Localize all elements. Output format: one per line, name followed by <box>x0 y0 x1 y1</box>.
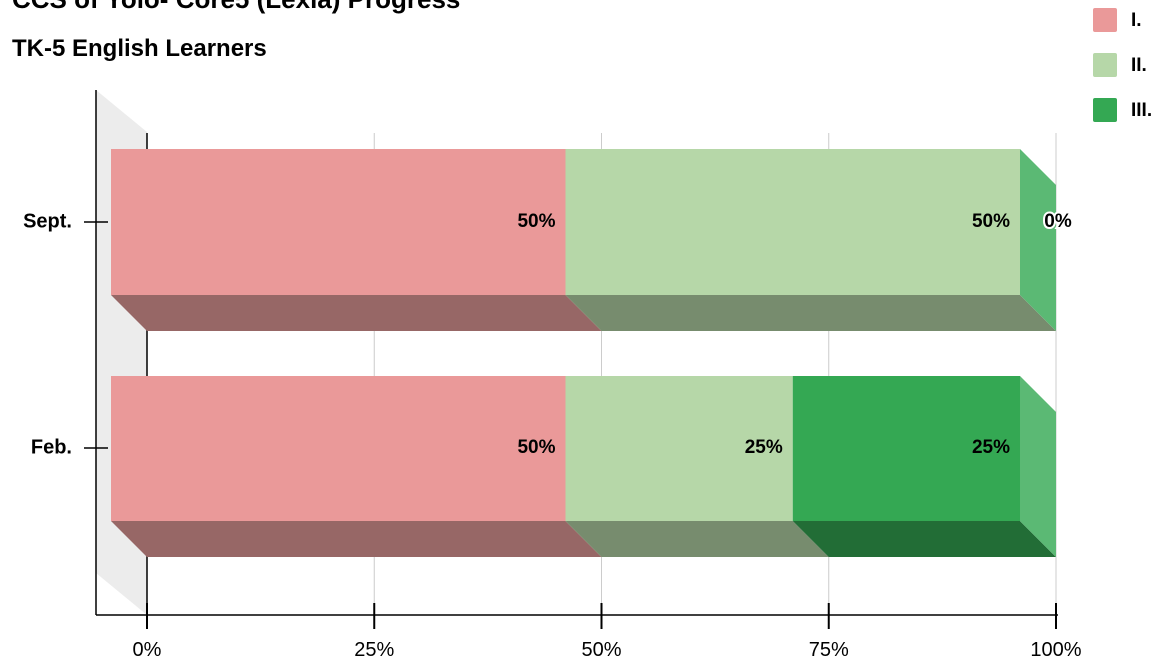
bar-segment <box>792 376 1020 521</box>
bars <box>111 149 1056 557</box>
x-tick-label: 100% <box>1030 639 1081 661</box>
legend-swatch <box>1093 8 1117 32</box>
bar-bottom-face <box>565 521 829 557</box>
data-labels: 50% 50% 0% 50% 25% 25% <box>517 209 1073 458</box>
axes: Sept. Feb. 0% 25% 50% 75% 100% <box>23 90 1082 661</box>
x-tick-label: 0% <box>133 639 162 661</box>
bar-segment <box>565 376 793 521</box>
y-tick-label: Feb. <box>31 436 72 458</box>
data-label: 50% <box>517 211 555 232</box>
data-label: 25% <box>745 437 783 458</box>
bar-bottom-face <box>111 521 602 557</box>
x-tick-label: 75% <box>809 639 849 661</box>
x-tick-label: 50% <box>581 639 621 661</box>
bar-end-cap <box>1020 149 1056 331</box>
legend: I. II. III. <box>1093 8 1152 122</box>
data-label: 25% <box>972 437 1010 458</box>
chart-title: CCS of Yolo- Core5 (Lexia) Progress <box>12 0 460 14</box>
bar-bottom-face <box>111 295 602 331</box>
bar-segment <box>565 149 1020 295</box>
legend-label: II. <box>1131 55 1147 76</box>
x-tick-label: 25% <box>354 639 394 661</box>
legend-swatch <box>1093 98 1117 122</box>
data-label: 50% <box>517 437 555 458</box>
bar-bottom-face <box>792 521 1056 557</box>
legend-swatch <box>1093 53 1117 77</box>
y-tick-label: Sept. <box>23 210 72 232</box>
bar-segment <box>111 376 566 521</box>
chart-subtitle: TK-5 English Learners <box>12 35 267 62</box>
data-label: 0% <box>1044 211 1072 232</box>
legend-label: I. <box>1131 10 1142 31</box>
bar-segment <box>111 149 566 295</box>
legend-label: III. <box>1131 100 1152 121</box>
data-label: 50% <box>972 211 1010 232</box>
bar-end-cap <box>1020 376 1056 557</box>
bar-bottom-face <box>565 295 1056 331</box>
